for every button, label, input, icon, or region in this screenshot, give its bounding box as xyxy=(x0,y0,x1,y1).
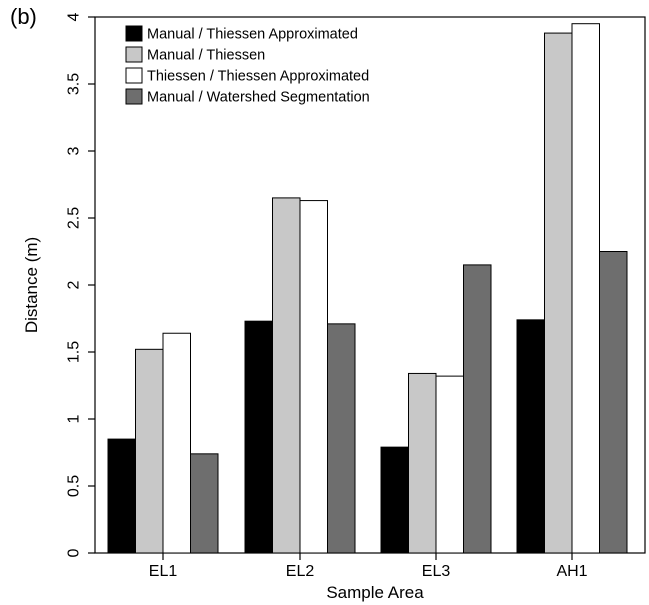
x-tick-label: EL3 xyxy=(422,563,451,580)
y-tick-label: 0.5 xyxy=(66,475,83,497)
bar-el1-series-3 xyxy=(162,332,191,554)
panel-label: (b) xyxy=(10,4,37,29)
x-tick-label: AH1 xyxy=(556,563,587,580)
legend-label-1: Manual / Thiessen Approximated xyxy=(147,27,358,43)
y-tick-label: 0 xyxy=(66,548,83,557)
bar-el3-series-2 xyxy=(408,372,437,554)
legend: Manual / Thiessen Approximated Manual / T… xyxy=(125,25,370,106)
bar-ah1-series-3 xyxy=(571,23,600,554)
y-tick-label: 2.5 xyxy=(66,207,83,229)
legend-label-2: Manual / Thiessen xyxy=(147,48,265,64)
legend-swatch-2 xyxy=(125,46,143,63)
bar-el1-series-4 xyxy=(190,453,219,554)
y-tick-label: 1.5 xyxy=(66,341,83,363)
y-axis: 0 0.5 1 1.5 2 2.5 3 3.5 4 xyxy=(66,12,95,557)
bar-el2-series-1 xyxy=(244,320,273,554)
y-tick-label: 3 xyxy=(66,146,83,155)
x-axis-title: Sample Area xyxy=(326,583,424,602)
bar-el1-series-2 xyxy=(135,348,164,554)
legend-swatch-3 xyxy=(125,67,143,84)
legend-label-3: Thiessen / Thiessen Approximated xyxy=(147,69,369,85)
bar-el2-series-4 xyxy=(327,323,356,554)
x-tick-label: EL2 xyxy=(286,563,315,580)
bar-el2-series-3 xyxy=(299,200,328,554)
legend-swatch-4 xyxy=(125,88,143,105)
bar-el2-series-2 xyxy=(272,197,301,554)
y-axis-title: Distance (m) xyxy=(22,237,41,333)
bar-el3-series-3 xyxy=(435,375,464,554)
bar-ah1-series-2 xyxy=(544,32,573,554)
y-tick-label: 1 xyxy=(66,414,83,423)
bar-ah1-series-1 xyxy=(516,319,545,554)
y-tick-label: 3.5 xyxy=(66,73,83,95)
y-tick-label: 2 xyxy=(66,280,83,289)
bar-el3-series-4 xyxy=(463,264,492,554)
bar-el1-series-1 xyxy=(107,438,136,554)
x-tick-label: EL1 xyxy=(149,563,178,580)
legend-swatch-1 xyxy=(125,25,143,42)
bars-layer xyxy=(107,23,628,554)
bar-el3-series-1 xyxy=(380,446,409,554)
x-axis: EL1 EL2 EL3 AH1 xyxy=(149,553,588,580)
bar-ah1-series-4 xyxy=(599,251,628,554)
y-tick-label: 4 xyxy=(66,12,83,21)
legend-label-4: Manual / Watershed Segmentation xyxy=(147,90,370,106)
